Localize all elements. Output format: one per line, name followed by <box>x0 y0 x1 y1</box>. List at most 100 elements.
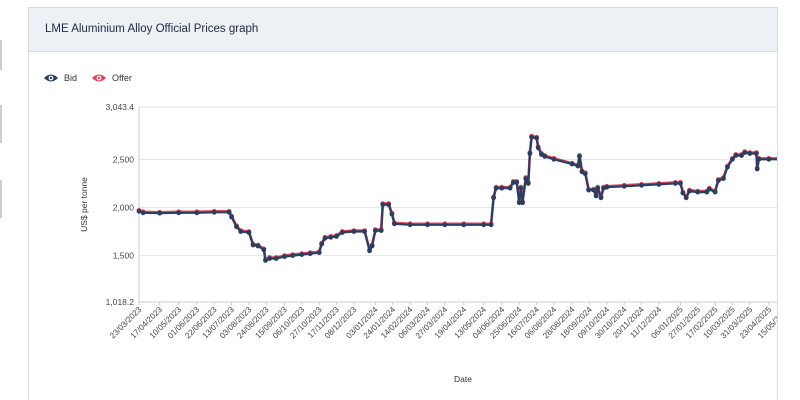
data-point-bid <box>523 176 529 181</box>
data-point-bid <box>351 229 357 234</box>
data-point-bid <box>511 180 516 185</box>
data-point-bid <box>687 188 692 194</box>
data-point-bid <box>520 200 525 206</box>
series-line-bid <box>138 136 777 262</box>
panel-title: LME Aluminium Alloy Official Prices grap… <box>45 23 259 35</box>
data-point-bid <box>604 184 610 190</box>
data-point-bid <box>730 156 735 162</box>
data-point-bid <box>380 202 386 207</box>
data-point-bid <box>157 210 163 216</box>
y-tick-label: 3,043.4 <box>106 104 135 112</box>
chart-panel: LME Aluminium Alloy Official Prices grap… <box>28 7 778 400</box>
y-tick-label: 2,000 <box>113 202 135 212</box>
data-point-bid <box>319 241 325 247</box>
data-point-bid <box>273 256 279 261</box>
data-point-bid <box>639 182 644 188</box>
eye-icon <box>44 74 58 82</box>
data-point-bid <box>595 185 601 191</box>
data-point-bid <box>211 209 217 215</box>
data-point-bid <box>725 164 730 170</box>
data-point-bid <box>229 214 235 220</box>
page-edge-mark <box>0 105 2 143</box>
data-point-bid <box>442 222 448 228</box>
data-point-bid <box>334 234 339 239</box>
data-point-bid <box>534 135 539 141</box>
data-point-bid <box>518 185 524 191</box>
data-point-bid <box>678 181 683 186</box>
data-point-bid <box>673 181 678 186</box>
chart-legend: Bid Offer <box>43 71 146 85</box>
data-point-bid <box>621 183 627 189</box>
data-point-bid <box>754 151 759 156</box>
data-point-bid <box>712 189 718 195</box>
data-point-bid <box>706 186 712 192</box>
data-point-bid <box>577 154 582 159</box>
data-point-bid <box>407 222 413 228</box>
data-point-bid <box>766 156 772 162</box>
data-point-bid <box>499 185 505 191</box>
data-point-bid <box>527 151 533 156</box>
data-point-bid <box>754 166 760 172</box>
data-point-bid <box>194 210 200 216</box>
data-point-bid <box>529 134 534 140</box>
data-point-bid <box>507 185 513 191</box>
data-point-bid <box>593 193 599 199</box>
data-point-bid <box>656 182 662 187</box>
data-point-bid <box>263 258 268 263</box>
data-point-bid <box>255 243 261 249</box>
series-line-offer <box>138 134 777 261</box>
data-point-bid <box>747 151 753 156</box>
y-tick-label: 1,500 <box>113 251 135 261</box>
data-point-bid <box>389 211 395 217</box>
data-point-bid <box>582 171 588 177</box>
data-point-bid <box>525 181 531 186</box>
data-point-bid <box>282 254 287 259</box>
data-point-bid <box>373 228 378 233</box>
legend-item-offer[interactable]: Offer <box>91 73 132 83</box>
data-point-bid <box>362 229 367 234</box>
data-point-bid <box>551 156 557 162</box>
data-point-bid <box>322 235 328 241</box>
data-point-bid <box>733 153 739 158</box>
y-axis-title: US$ per tonne <box>79 177 89 232</box>
line-chart: 3,043.42,5002,0001,5001,018.223/03/20231… <box>79 104 777 384</box>
panel-header: LME Aluminium Alloy Official Prices grap… <box>29 8 777 52</box>
data-point-bid <box>514 180 520 185</box>
data-point-bid <box>716 178 721 183</box>
data-point-bid <box>299 252 305 257</box>
data-point-bid <box>267 256 272 261</box>
data-point-bid <box>316 250 322 256</box>
data-point-bid <box>575 163 581 169</box>
data-point-bid <box>425 222 430 228</box>
data-point-bid <box>739 153 744 158</box>
data-point-bid <box>261 247 267 253</box>
data-point-bid <box>176 210 182 216</box>
data-point-bid <box>535 145 541 151</box>
y-tick-label: 1,018.2 <box>106 297 135 307</box>
page-edge-mark <box>0 180 2 218</box>
data-point-bid <box>246 230 252 235</box>
legend-label-offer: Offer <box>112 73 132 83</box>
data-point-bid <box>680 190 686 196</box>
data-point-bid <box>392 221 397 227</box>
page-edge-mark <box>0 40 2 70</box>
data-point-bid <box>250 242 256 248</box>
data-point-bid <box>238 229 244 234</box>
data-point-bid <box>328 234 334 240</box>
data-point-bid <box>542 154 548 159</box>
y-tick-label: 2,500 <box>113 154 135 164</box>
data-point-bid <box>461 222 467 228</box>
data-point-bid <box>290 253 296 258</box>
data-point-bid <box>226 209 232 215</box>
data-point-bid <box>136 208 142 214</box>
data-point-bid <box>339 230 345 235</box>
data-point-bid <box>569 161 575 167</box>
data-point-bid <box>386 202 391 207</box>
legend-item-bid[interactable]: Bid <box>43 73 77 83</box>
data-point-bid <box>493 185 499 191</box>
data-point-bid <box>234 224 239 230</box>
data-point-bid <box>695 189 701 195</box>
data-point-bid <box>683 195 689 201</box>
eye-icon <box>92 74 107 82</box>
data-point-bid <box>481 222 487 228</box>
